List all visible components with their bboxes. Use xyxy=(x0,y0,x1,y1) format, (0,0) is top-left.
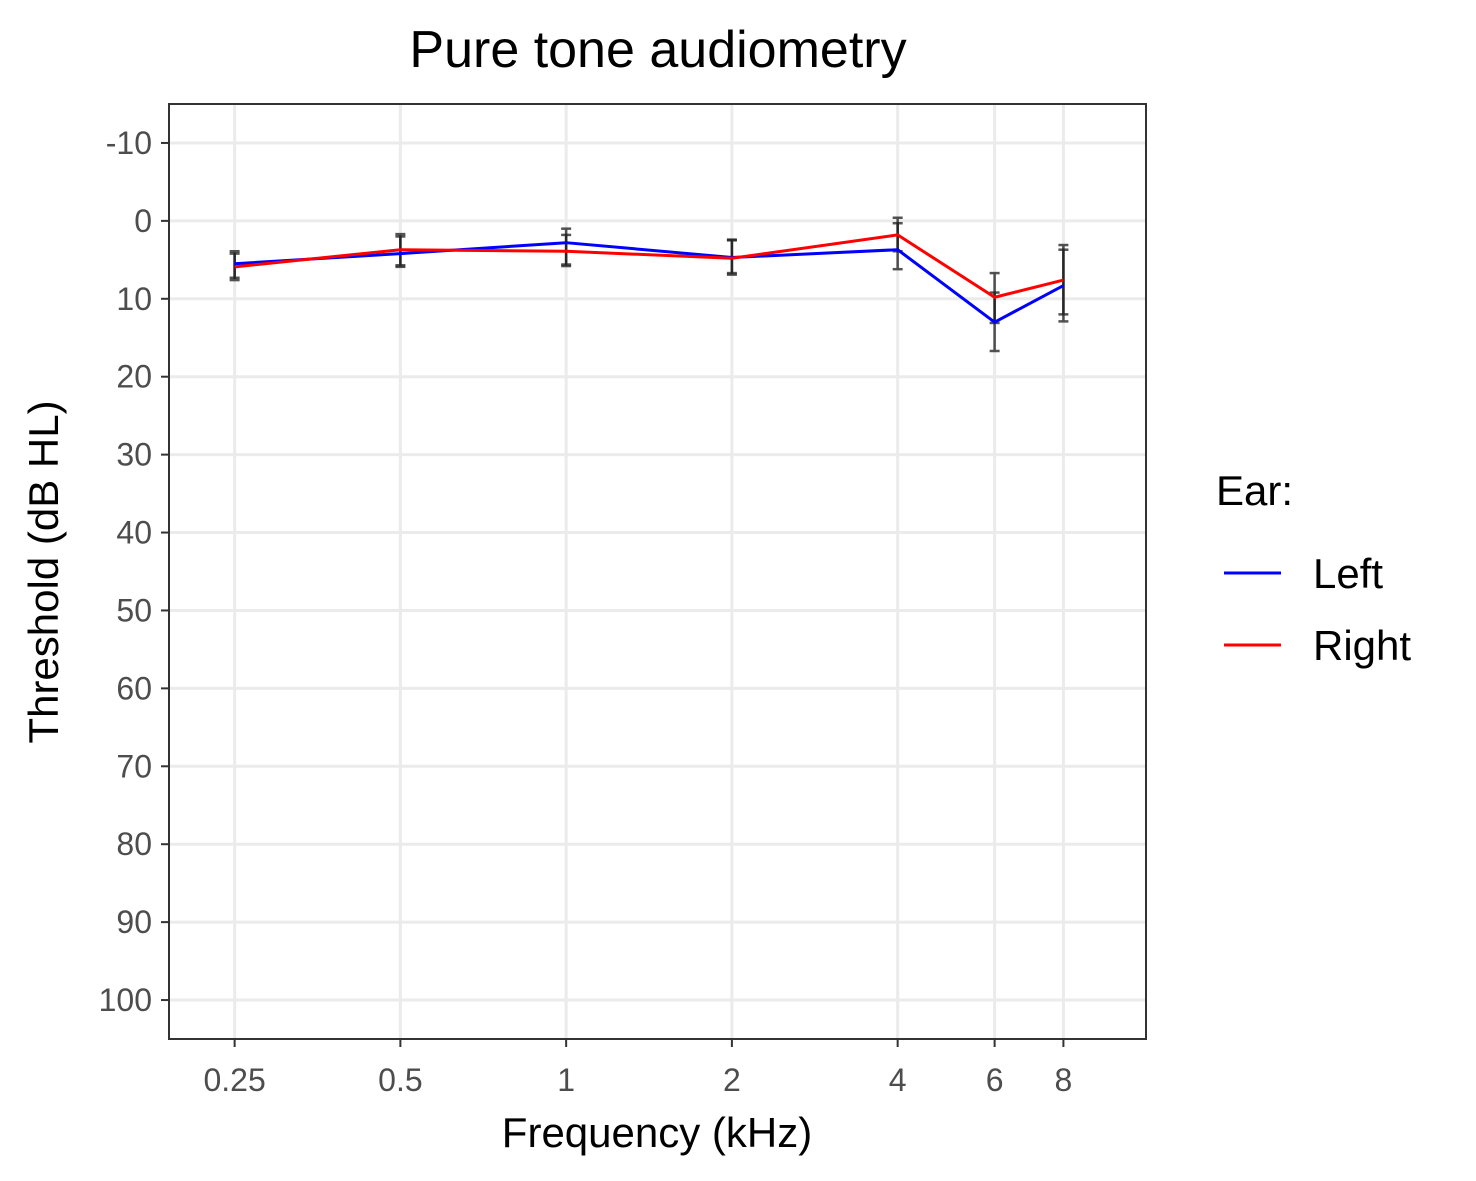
y-axis-title: Threshold (dB HL) xyxy=(20,400,67,743)
legend: Ear: Left Right xyxy=(1216,467,1411,669)
x-tick-label: 4 xyxy=(889,1062,907,1098)
x-tick-label: 6 xyxy=(986,1062,1004,1098)
error-bar xyxy=(1058,243,1069,316)
y-tick-label: 80 xyxy=(116,826,152,862)
plot-panel xyxy=(168,103,1147,1040)
y-tick-label: 40 xyxy=(116,515,152,551)
x-tick-label: 1 xyxy=(557,1062,575,1098)
x-axis-title: Frequency (kHz) xyxy=(502,1109,812,1156)
y-tick-label: 90 xyxy=(116,904,152,940)
y-axis: -10 0 10 20 30 40 50 60 70 80 90 100 xyxy=(99,125,169,1018)
x-tick-label: 0.5 xyxy=(378,1062,422,1098)
y-gridlines xyxy=(169,141,1146,1002)
legend-label-right: Right xyxy=(1313,622,1411,669)
legend-title: Ear: xyxy=(1216,467,1293,514)
series-line-right xyxy=(234,233,1064,299)
x-tick-label: 8 xyxy=(1055,1062,1073,1098)
y-tick-label: 0 xyxy=(134,203,152,239)
legend-label-left: Left xyxy=(1313,550,1383,597)
y-tick-label: 20 xyxy=(116,359,152,395)
legend-items: Left Right xyxy=(1224,550,1411,669)
y-tick-label: 60 xyxy=(116,670,152,706)
y-tick-label: 10 xyxy=(116,281,152,317)
series-lines xyxy=(234,233,1065,324)
x-gridlines xyxy=(233,104,1065,1039)
x-tick-label: 2 xyxy=(723,1062,741,1098)
error-bars xyxy=(229,216,1069,353)
y-tick-label: 50 xyxy=(116,592,152,628)
panel-border xyxy=(168,103,1147,1040)
y-tick-label: 30 xyxy=(116,437,152,473)
y-tick-label: -10 xyxy=(106,125,152,161)
chart-title: Pure tone audiometry xyxy=(409,21,906,79)
x-axis: 0.25 0.5 1 2 4 6 8 xyxy=(203,1039,1072,1098)
y-tick-label: 100 xyxy=(99,982,152,1018)
x-tick-label: 0.25 xyxy=(203,1062,265,1098)
y-tick-label: 70 xyxy=(116,748,152,784)
